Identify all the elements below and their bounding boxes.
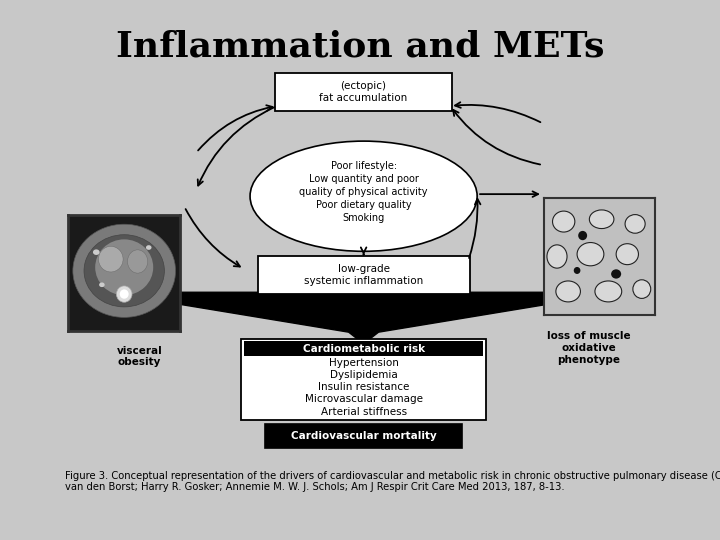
Text: Cardiovascular mortality: Cardiovascular mortality [291, 431, 436, 441]
Bar [265, 424, 462, 448]
Ellipse shape [99, 282, 104, 287]
Ellipse shape [611, 269, 621, 279]
Ellipse shape [95, 239, 153, 295]
Ellipse shape [633, 280, 651, 299]
Ellipse shape [556, 281, 580, 302]
Ellipse shape [120, 289, 129, 299]
Polygon shape [107, 292, 621, 344]
FancyBboxPatch shape [258, 256, 469, 294]
Text: Cardiometabolic risk: Cardiometabolic risk [302, 343, 425, 354]
Ellipse shape [99, 246, 123, 272]
Bar [244, 341, 483, 356]
Ellipse shape [127, 250, 148, 273]
FancyBboxPatch shape [276, 73, 451, 111]
Text: Inflammation and METs: Inflammation and METs [116, 30, 604, 64]
Ellipse shape [73, 224, 176, 318]
Ellipse shape [590, 210, 614, 228]
Ellipse shape [146, 245, 151, 250]
Text: (ectopic)
fat accumulation: (ectopic) fat accumulation [320, 82, 408, 103]
Ellipse shape [547, 245, 567, 268]
Text: Insulin resistance: Insulin resistance [318, 382, 409, 392]
Ellipse shape [574, 267, 580, 274]
Ellipse shape [84, 235, 164, 307]
Ellipse shape [93, 249, 99, 255]
Ellipse shape [250, 141, 477, 251]
Text: Poor lifestyle:
Low quantity and poor
quality of physical activity
Poor dietary : Poor lifestyle: Low quantity and poor qu… [300, 161, 428, 224]
Text: visceral
obesity: visceral obesity [117, 346, 163, 368]
Text: Microvascular damage: Microvascular damage [305, 394, 423, 404]
Ellipse shape [595, 281, 622, 302]
Text: Arterial stiffness: Arterial stiffness [320, 407, 407, 416]
Text: loss of muscle
oxidative
phenotype: loss of muscle oxidative phenotype [547, 332, 631, 364]
Ellipse shape [625, 214, 645, 233]
Text: Figure 3. Conceptual representation of the drivers of cardiovascular and metabol: Figure 3. Conceptual representation of t… [65, 471, 720, 492]
Text: Dyslipidemia: Dyslipidemia [330, 370, 397, 380]
Text: Hypertension: Hypertension [328, 357, 399, 368]
Ellipse shape [552, 211, 575, 232]
Ellipse shape [577, 242, 604, 266]
Ellipse shape [578, 231, 587, 240]
Ellipse shape [616, 244, 639, 265]
Ellipse shape [117, 286, 132, 302]
Text: low-grade
systemic inflammation: low-grade systemic inflammation [304, 265, 423, 286]
FancyBboxPatch shape [241, 339, 486, 420]
